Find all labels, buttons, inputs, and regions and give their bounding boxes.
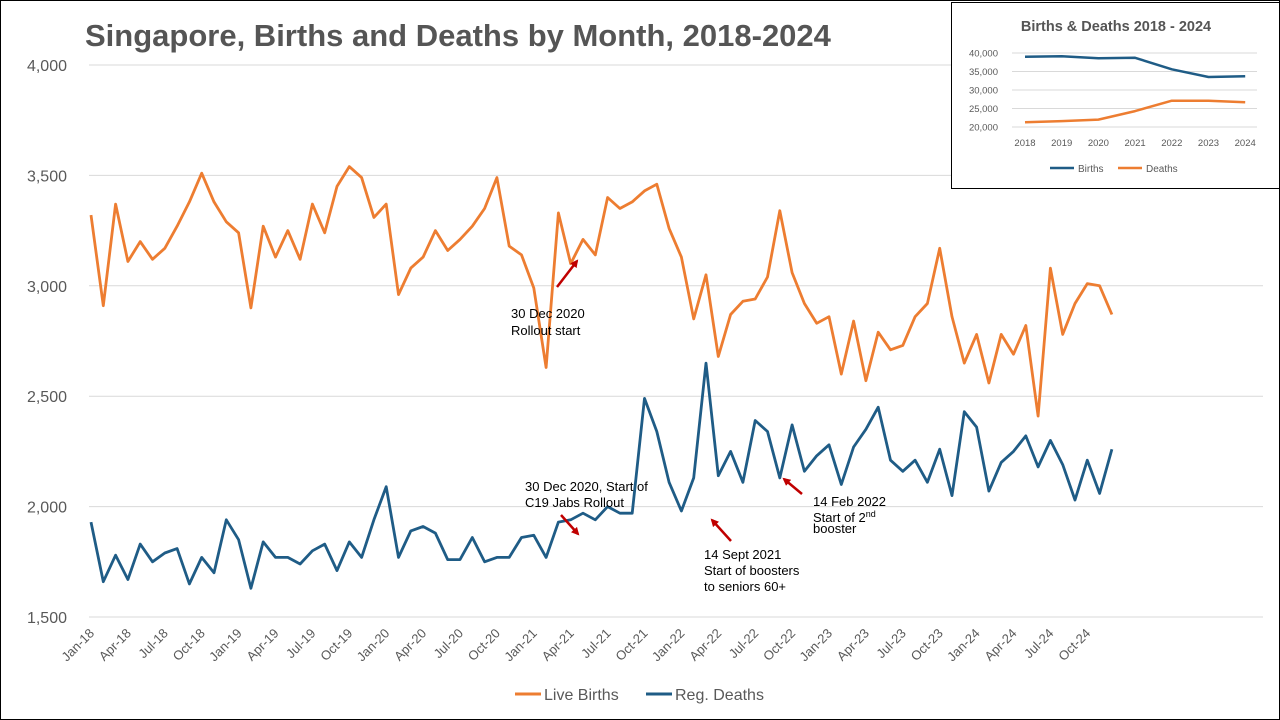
inset-legend-label: Births	[1078, 164, 1104, 175]
x-tick-label: Oct-20	[465, 626, 503, 664]
inset-chart-title: Births & Deaths 2018 - 2024	[1021, 19, 1211, 35]
y-tick-label: 2,500	[27, 389, 67, 406]
x-tick-label: Jul-18	[135, 626, 171, 662]
x-tick-label: Apr-24	[981, 626, 1019, 664]
x-tick-label: Apr-23	[834, 626, 872, 664]
annotation-arrow	[560, 514, 580, 536]
chart-title: Singapore, Births and Deaths by Month, 2…	[85, 18, 831, 53]
x-tick-label: Jul-19	[283, 626, 319, 662]
x-tick-label: Apr-18	[96, 626, 134, 664]
x-tick-label: Jan-22	[649, 626, 688, 665]
x-tick-label: Jan-24	[944, 626, 983, 665]
inset-series-line-births	[1024, 55, 1246, 79]
inset-x-tick-label: 2022	[1161, 138, 1182, 149]
x-tick-label: Apr-21	[539, 626, 577, 664]
x-tick-label: Jul-23	[873, 626, 909, 662]
annotation-text: 30 Dec 2020 Rollout start	[511, 306, 585, 338]
inset-y-tick-label: 35,000	[969, 67, 998, 78]
x-tick-label: Jul-21	[578, 626, 614, 662]
annotation-text: 14 Sept 2021 Start of boosters to seniors …	[704, 547, 800, 594]
annotation-arrow	[556, 259, 579, 288]
inset-y-tick-label: 40,000	[969, 49, 998, 60]
inset-y-tick-label: 20,000	[969, 123, 998, 134]
inset-y-tick-label: 30,000	[969, 86, 998, 97]
y-tick-label: 3,000	[27, 279, 67, 296]
series-line-live-births	[89, 165, 1114, 418]
legend-label: Reg. Deaths	[675, 687, 764, 704]
y-tick-label: 2,000	[27, 500, 67, 517]
annotation-arrow	[782, 477, 803, 495]
inset-x-tick-label: 2021	[1125, 138, 1146, 149]
inset-chart: Births & Deaths 2018 - 2024 20,000 25,000…	[969, 19, 1257, 175]
inset-x-tick-label: 2018	[1014, 138, 1035, 149]
x-tick-label: Jan-23	[796, 626, 835, 665]
annotation-text: 30 Dec 2020, Start of C19 Jabs Rollout	[525, 479, 648, 510]
inset-x-tick-label: 2023	[1198, 138, 1219, 149]
legend-label: Live Births	[544, 687, 619, 704]
inset-x-tick-label: 2024	[1235, 138, 1256, 149]
y-tick-label: 1,500	[27, 610, 67, 627]
x-tick-label: Jan-20	[354, 626, 393, 665]
annotation-arrow	[710, 518, 732, 542]
x-tick-label: Jan-19	[206, 626, 245, 665]
x-tick-label: Jul-20	[430, 626, 466, 662]
inset-series-line-deaths	[1024, 99, 1246, 124]
inset-x-tick-label: 2019	[1051, 138, 1072, 149]
x-tick-label: Jan-21	[501, 626, 540, 665]
x-tick-label: Apr-19	[243, 626, 281, 664]
x-tick-label: Oct-21	[612, 626, 650, 664]
y-tick-label: 3,500	[27, 168, 67, 185]
x-tick-label: Apr-22	[686, 626, 724, 664]
x-tick-label: Oct-23	[908, 626, 946, 664]
x-tick-label: Oct-22	[760, 626, 798, 664]
inset-x-tick-label: 2020	[1088, 138, 1109, 149]
inset-y-tick-label: 25,000	[969, 104, 998, 115]
x-tick-label: Jan-18	[58, 626, 97, 665]
inset-legend-label: Deaths	[1146, 164, 1178, 175]
x-tick-label: Apr-20	[391, 626, 429, 664]
x-tick-label: Jul-22	[726, 626, 762, 662]
x-tick-label: Oct-24	[1055, 626, 1093, 664]
x-tick-label: Jul-24	[1021, 626, 1057, 662]
annotation-text: 14 Feb 2022 Start of 2nd booster	[813, 494, 886, 536]
x-tick-label: Oct-19	[317, 626, 355, 664]
x-tick-label: Oct-18	[170, 626, 208, 664]
series-line-reg-deaths	[89, 361, 1114, 590]
y-tick-label: 4,000	[27, 58, 67, 75]
inset-chart-box: Births & Deaths 2018 - 2024 20,000 25,000…	[951, 2, 1279, 189]
